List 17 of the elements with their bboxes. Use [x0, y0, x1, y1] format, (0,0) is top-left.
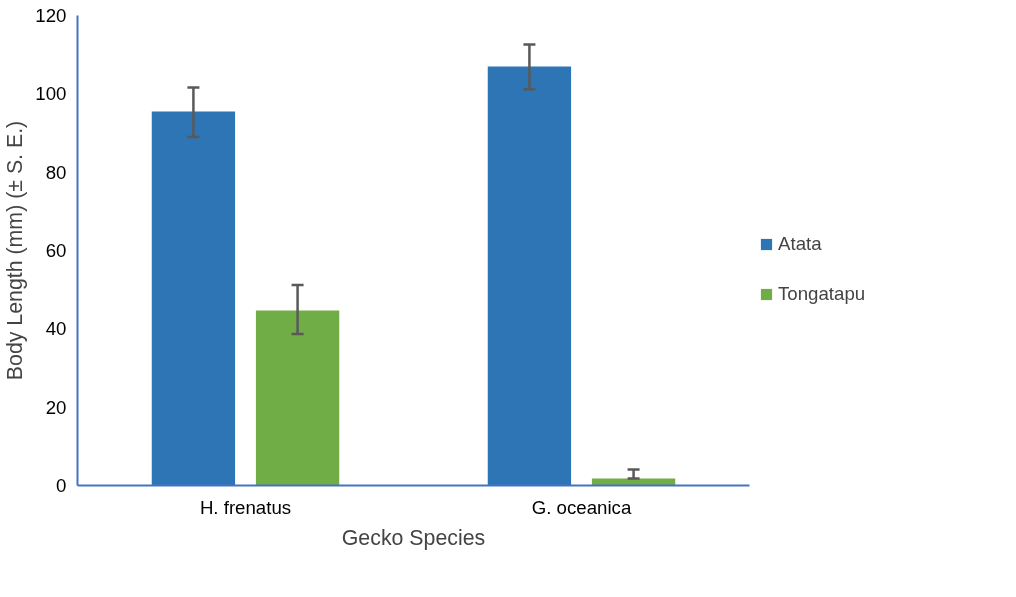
bar — [591, 478, 676, 486]
y-tick-label: 100 — [35, 83, 67, 105]
bar — [487, 66, 572, 486]
x-tick-label: H. frenatus — [199, 496, 292, 518]
y-tick-label: 120 — [35, 5, 67, 26]
legend-label: Atata — [778, 233, 822, 255]
y-tick-label: 20 — [45, 396, 67, 418]
x-tick-label: G. oceanica — [531, 496, 632, 518]
y-tick-label: 60 — [45, 240, 67, 261]
bar — [255, 310, 340, 486]
x-axis-title: Gecko Species — [341, 525, 486, 550]
bar — [151, 111, 236, 486]
legend-label: Tongatapu — [778, 283, 866, 305]
y-tick-label: 80 — [45, 161, 67, 183]
y-axis-title: Body Length (mm) (± S. E.) — [3, 120, 28, 381]
y-tick-label: 40 — [45, 318, 67, 340]
y-tick-label: 0 — [56, 475, 67, 496]
